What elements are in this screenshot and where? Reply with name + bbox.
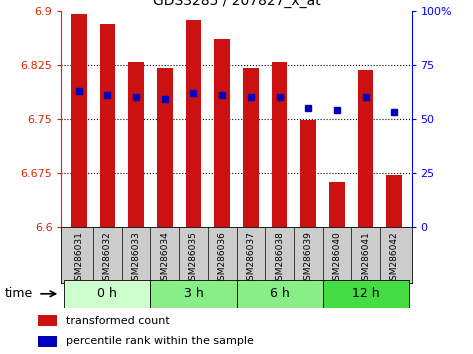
Text: GSM286042: GSM286042 [390,231,399,286]
Text: GSM286039: GSM286039 [304,231,313,286]
Bar [38,315,57,326]
Bar [323,280,409,308]
Bar [99,24,115,227]
Text: transformed count: transformed count [66,316,170,326]
Bar [386,175,402,227]
Bar [300,120,316,227]
Bar [64,280,150,308]
Text: 12 h: 12 h [352,287,379,300]
Bar [157,68,173,227]
Text: 0 h: 0 h [97,287,117,300]
Text: time: time [5,287,33,300]
Text: GSM286040: GSM286040 [333,231,342,286]
Text: 3 h: 3 h [184,287,203,300]
Text: GSM286037: GSM286037 [246,231,255,286]
Text: GSM286032: GSM286032 [103,231,112,286]
Bar [243,68,259,227]
Title: GDS3285 / 207827_x_at: GDS3285 / 207827_x_at [153,0,320,8]
Bar [272,62,288,227]
Text: GSM286036: GSM286036 [218,231,227,286]
Text: GSM286031: GSM286031 [74,231,83,286]
Bar [214,39,230,227]
Bar [38,336,57,347]
Text: GSM286038: GSM286038 [275,231,284,286]
Bar [71,14,87,227]
Text: GSM286035: GSM286035 [189,231,198,286]
Bar [236,280,323,308]
Bar [128,62,144,227]
Text: GSM286041: GSM286041 [361,231,370,286]
Text: GSM286033: GSM286033 [131,231,140,286]
Text: 6 h: 6 h [270,287,289,300]
Bar [358,70,374,227]
Bar [329,182,345,227]
Text: GSM286034: GSM286034 [160,231,169,286]
Text: percentile rank within the sample: percentile rank within the sample [66,336,254,346]
Bar [150,280,236,308]
Bar [185,20,201,227]
